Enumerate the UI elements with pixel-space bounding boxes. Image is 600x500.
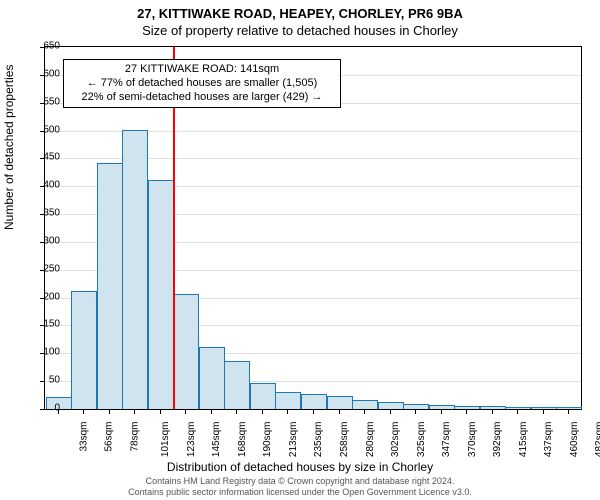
annotation-line: 22% of semi-detached houses are larger (… <box>70 91 334 105</box>
y-tick-label: 450 <box>34 152 60 163</box>
y-tick-label: 600 <box>34 68 60 79</box>
x-tick-label: 258sqm <box>339 422 350 458</box>
y-tick-label: 50 <box>34 375 60 386</box>
y-tick-label: 250 <box>34 263 60 274</box>
x-tick-mark <box>160 409 161 414</box>
x-tick-label: 145sqm <box>211 422 222 458</box>
histogram-bar <box>122 130 148 409</box>
histogram-bar <box>224 361 250 409</box>
y-tick-label: 200 <box>34 291 60 302</box>
histogram-bar <box>199 347 225 409</box>
x-tick-label: 437sqm <box>543 422 554 458</box>
x-tick-label: 56sqm <box>104 422 115 452</box>
x-tick-mark <box>339 409 340 414</box>
x-tick-mark <box>109 409 110 414</box>
y-tick-label: 100 <box>34 347 60 358</box>
histogram-bar <box>97 163 123 409</box>
x-tick-label: 78sqm <box>129 422 140 452</box>
histogram-bar <box>173 294 199 409</box>
x-tick-label: 213sqm <box>288 422 299 458</box>
y-tick-label: 550 <box>34 96 60 107</box>
x-tick-mark <box>134 409 135 414</box>
title-line-1: 27, KITTIWAKE ROAD, HEAPEY, CHORLEY, PR6… <box>0 6 600 21</box>
x-tick-mark <box>517 409 518 414</box>
histogram-bar <box>352 400 378 409</box>
histogram-bar <box>275 392 301 409</box>
footer-line-1: Contains HM Land Registry data © Crown c… <box>0 476 600 487</box>
y-tick-label: 300 <box>34 235 60 246</box>
title-line-2: Size of property relative to detached ho… <box>0 23 600 38</box>
x-tick-mark <box>390 409 391 414</box>
chart-plot-area: 27 KITTIWAKE ROAD: 141sqm← 77% of detach… <box>44 46 582 410</box>
x-tick-mark <box>236 409 237 414</box>
x-tick-label: 101sqm <box>160 422 171 458</box>
x-tick-mark <box>415 409 416 414</box>
x-tick-label: 235sqm <box>314 422 325 458</box>
x-tick-mark <box>211 409 212 414</box>
x-tick-mark <box>466 409 467 414</box>
y-tick-label: 0 <box>34 403 60 414</box>
x-axis-label: Distribution of detached houses by size … <box>0 460 600 474</box>
histogram-bar <box>327 396 353 409</box>
y-tick-label: 650 <box>34 41 60 52</box>
x-tick-label: 392sqm <box>492 422 503 458</box>
x-tick-mark <box>568 409 569 414</box>
histogram-bar <box>71 291 97 409</box>
footer-line-2: Contains public sector information licen… <box>0 487 600 498</box>
x-tick-mark <box>313 409 314 414</box>
chart-title-block: 27, KITTIWAKE ROAD, HEAPEY, CHORLEY, PR6… <box>0 0 600 38</box>
x-tick-mark <box>262 409 263 414</box>
y-tick-label: 500 <box>34 124 60 135</box>
x-tick-mark <box>364 409 365 414</box>
x-tick-label: 123sqm <box>186 422 197 458</box>
x-tick-label: 190sqm <box>263 422 274 458</box>
x-tick-label: 370sqm <box>467 422 478 458</box>
x-tick-label: 280sqm <box>365 422 376 458</box>
histogram-bar <box>148 180 174 409</box>
annotation-line: ← 77% of detached houses are smaller (1,… <box>70 77 334 91</box>
y-tick-label: 400 <box>34 180 60 191</box>
x-tick-mark <box>185 409 186 414</box>
annotation-box: 27 KITTIWAKE ROAD: 141sqm← 77% of detach… <box>63 59 341 108</box>
x-tick-label: 168sqm <box>237 422 248 458</box>
x-tick-label: 482sqm <box>594 422 600 458</box>
y-tick-label: 350 <box>34 208 60 219</box>
x-tick-mark <box>492 409 493 414</box>
x-tick-label: 302sqm <box>390 422 401 458</box>
x-tick-mark <box>83 409 84 414</box>
x-tick-mark <box>543 409 544 414</box>
x-tick-label: 347sqm <box>441 422 452 458</box>
x-tick-label: 460sqm <box>569 422 580 458</box>
y-axis-label: Number of detached properties <box>2 65 16 230</box>
chart-footer: Contains HM Land Registry data © Crown c… <box>0 476 600 498</box>
x-tick-label: 33sqm <box>78 422 89 452</box>
annotation-line: 27 KITTIWAKE ROAD: 141sqm <box>70 63 334 77</box>
y-tick-label: 150 <box>34 319 60 330</box>
histogram-bar <box>250 383 276 409</box>
x-tick-label: 415sqm <box>518 422 529 458</box>
histogram-bar <box>301 394 327 409</box>
x-tick-label: 325sqm <box>416 422 427 458</box>
x-tick-mark <box>287 409 288 414</box>
x-tick-mark <box>441 409 442 414</box>
